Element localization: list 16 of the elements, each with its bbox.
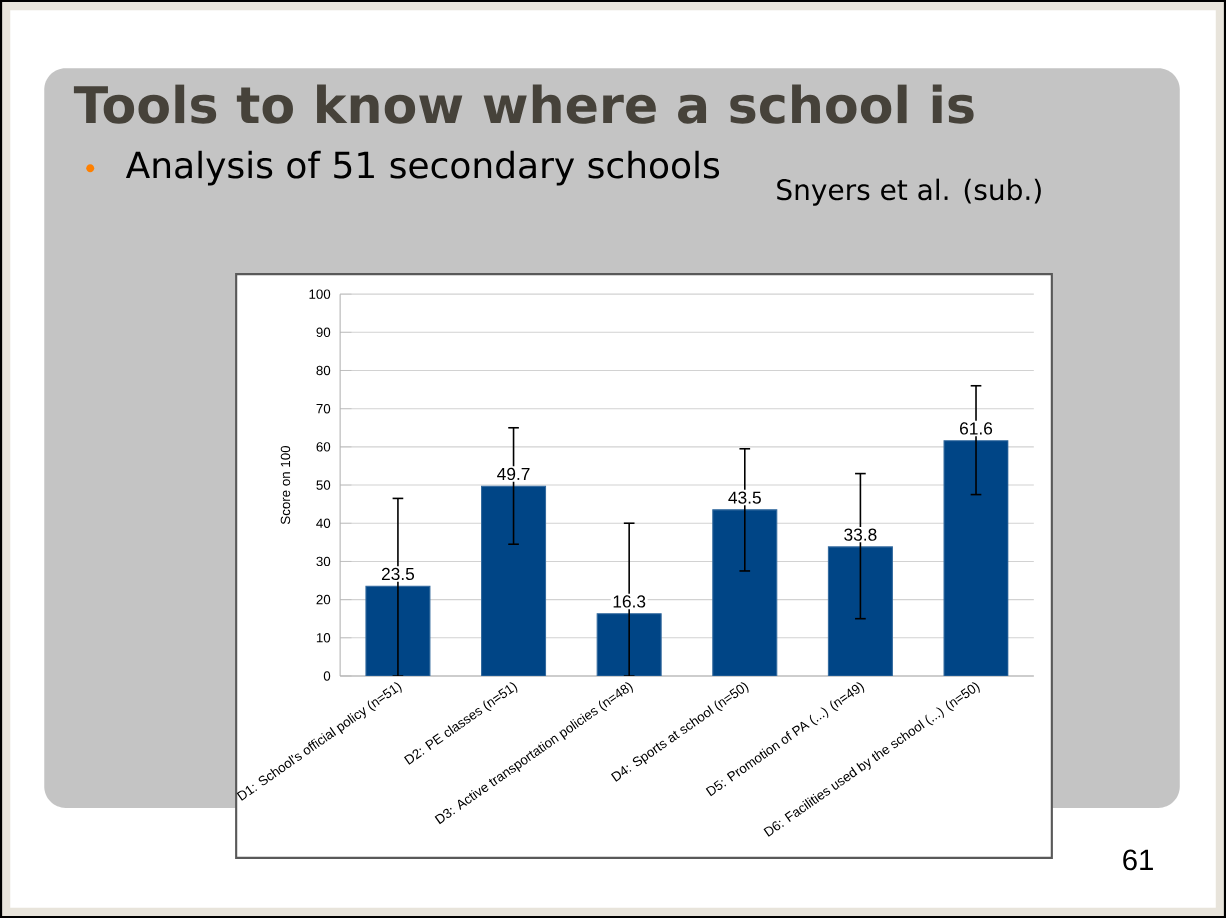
bar <box>712 509 778 676</box>
data-label: 61.6 <box>960 422 993 435</box>
bar <box>481 485 547 676</box>
data-label: 49.7 <box>497 467 530 480</box>
bar <box>365 585 431 676</box>
bar <box>596 613 662 676</box>
bar <box>943 440 1009 676</box>
chart-subtitle: Analysis of 51 secondary schools <box>125 150 720 186</box>
data-label: 43.5 <box>728 491 761 504</box>
data-label: 33.8 <box>844 528 877 541</box>
text: 61 <box>1123 849 1153 871</box>
data-label: 16.3 <box>613 595 646 608</box>
text: Snyers et al. (sub.) <box>777 178 1041 206</box>
bar <box>827 546 893 676</box>
chart-title: Tools to know where a school is <box>73 84 974 124</box>
data-label: 23.5 <box>381 567 415 581</box>
